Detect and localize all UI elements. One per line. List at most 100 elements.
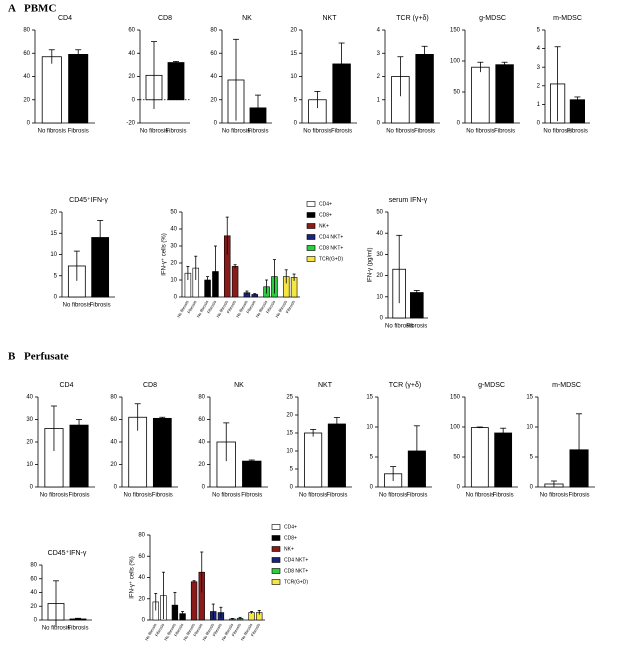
y-tick-label: 3 bbox=[377, 51, 381, 57]
x-tick-label: No fibrosis bbox=[222, 129, 250, 135]
y-tick-label: 15 bbox=[366, 395, 373, 401]
y-tick-label: 60 bbox=[198, 417, 205, 423]
y-tick-label: 0 bbox=[30, 485, 34, 491]
y-tick-label: 30 bbox=[170, 244, 177, 250]
y-tick-label: 20 bbox=[110, 462, 117, 468]
section-title: PBMC bbox=[24, 3, 56, 15]
x-tick-label: Fibrosis bbox=[192, 623, 203, 638]
y-tick-label: 60 bbox=[128, 28, 135, 34]
y-tick-label: 0 bbox=[132, 97, 136, 103]
x-tick-label: Fibrosis bbox=[241, 493, 262, 499]
bar bbox=[231, 266, 239, 298]
y-tick-label: 80 bbox=[23, 28, 30, 34]
y-axis-label: IFN-γ⁺ cells (%) bbox=[129, 556, 136, 599]
y-tick-label: 5 bbox=[537, 28, 541, 34]
chart-title: CD4 bbox=[59, 382, 73, 389]
chart-title: TCR (γ+δ) bbox=[389, 382, 421, 389]
y-tick-label: 5 bbox=[54, 273, 58, 279]
x-tick-label: Fibrosis bbox=[265, 300, 276, 315]
chart-title: m-MDSC bbox=[553, 15, 582, 22]
y-tick-label: 10 bbox=[286, 449, 293, 455]
y-tick-label: 80 bbox=[198, 395, 205, 401]
x-tick-label: No fibrosis bbox=[379, 493, 407, 499]
x-tick-label: No fibrosis bbox=[124, 493, 152, 499]
legend-label: TCR(G+D) bbox=[319, 256, 343, 262]
legend-swatch bbox=[271, 524, 281, 530]
y-tick-label: 20 bbox=[210, 97, 217, 103]
y-tick-label: 5 bbox=[290, 467, 294, 473]
chart-title: g-MDSC bbox=[479, 15, 506, 22]
y-tick-label: 0 bbox=[530, 485, 534, 491]
bar bbox=[190, 581, 198, 621]
y-tick-label: 40 bbox=[110, 440, 117, 446]
y-tick-label: 0 bbox=[380, 316, 384, 322]
x-tick-label: Fibrosis bbox=[414, 129, 435, 135]
bar bbox=[304, 432, 323, 488]
x-tick-label: Fibrosis bbox=[567, 129, 588, 135]
y-tick-label: 0 bbox=[537, 121, 541, 127]
y-tick-label: 60 bbox=[23, 51, 30, 57]
y-tick-label: 100 bbox=[450, 59, 461, 65]
x-tick-label: No fibrosis bbox=[543, 129, 571, 135]
y-tick-label: 2 bbox=[537, 83, 541, 89]
legend-swatch bbox=[306, 212, 316, 218]
chart-title: CD8 bbox=[158, 15, 172, 22]
bar bbox=[327, 423, 346, 488]
x-tick-label: No fibrosis bbox=[42, 626, 70, 632]
y-tick-label: 40 bbox=[170, 227, 177, 233]
x-tick-label: No fibrosis bbox=[212, 493, 240, 499]
x-tick-label: Fibrosis bbox=[90, 303, 111, 309]
y-tick-label: 0 bbox=[377, 121, 381, 127]
x-tick-label: No fibrosis bbox=[386, 129, 414, 135]
y-tick-label: 20 bbox=[138, 596, 145, 602]
bar bbox=[152, 417, 172, 488]
x-tick-label: Fibrosis bbox=[494, 129, 515, 135]
y-tick-label: 0 bbox=[214, 121, 218, 127]
bar bbox=[495, 64, 514, 124]
x-tick-label: Fibrosis bbox=[406, 324, 427, 330]
y-tick-label: 10 bbox=[366, 425, 373, 431]
y-tick-label: 60 bbox=[138, 554, 145, 560]
x-tick-label: Fibrosis bbox=[154, 623, 165, 638]
y-tick-label: 0 bbox=[294, 121, 298, 127]
y-tick-label: 10 bbox=[376, 294, 383, 300]
legend-swatch bbox=[271, 568, 281, 574]
bar bbox=[242, 460, 262, 488]
legend-swatch bbox=[306, 223, 316, 229]
x-tick-label: No fibrosis bbox=[140, 129, 168, 135]
chart-title: TCR (γ+δ) bbox=[396, 15, 428, 22]
x-tick-label: Fibrosis bbox=[331, 129, 352, 135]
y-axis-label: IFN-γ⁺ cells (%) bbox=[161, 233, 168, 276]
y-tick-label: 15 bbox=[526, 395, 533, 401]
chart-title: NK bbox=[234, 382, 244, 389]
y-tick-label: 0 bbox=[27, 121, 31, 127]
y-tick-label: 0 bbox=[457, 485, 461, 491]
y-tick-label: 10 bbox=[50, 252, 57, 258]
x-tick-label: No fibrosis bbox=[38, 129, 66, 135]
y-tick-label: 0 bbox=[202, 485, 206, 491]
y-tick-label: 5 bbox=[294, 97, 298, 103]
bar bbox=[409, 292, 424, 319]
legend-label: CD8+ bbox=[284, 535, 297, 541]
chart-title: CD8 bbox=[143, 382, 157, 389]
chart-title: NK bbox=[242, 15, 252, 22]
x-tick-label: Fibrosis bbox=[326, 493, 347, 499]
x-tick-label: Fibrosis bbox=[247, 129, 268, 135]
x-tick-label: Fibrosis bbox=[406, 493, 427, 499]
legend-label: CD4 NKT+ bbox=[284, 557, 308, 563]
y-tick-label: 10 bbox=[170, 278, 177, 284]
legend-swatch bbox=[271, 557, 281, 563]
y-tick-label: 15 bbox=[286, 431, 293, 437]
x-tick-label: No fibrosis bbox=[466, 129, 494, 135]
legend-swatch bbox=[271, 535, 281, 541]
y-tick-label: 20 bbox=[30, 604, 37, 610]
y-tick-label: 40 bbox=[128, 51, 135, 57]
x-tick-label: Fibrosis bbox=[569, 493, 590, 499]
y-tick-label: 10 bbox=[290, 74, 297, 80]
y-tick-label: 50 bbox=[376, 210, 383, 216]
x-tick-label: Fibrosis bbox=[206, 300, 217, 315]
x-tick-label: Fibrosis bbox=[231, 623, 242, 638]
y-tick-label: 10 bbox=[26, 462, 33, 468]
y-tick-label: 30 bbox=[26, 417, 33, 423]
chart-title: NKT bbox=[323, 15, 338, 22]
